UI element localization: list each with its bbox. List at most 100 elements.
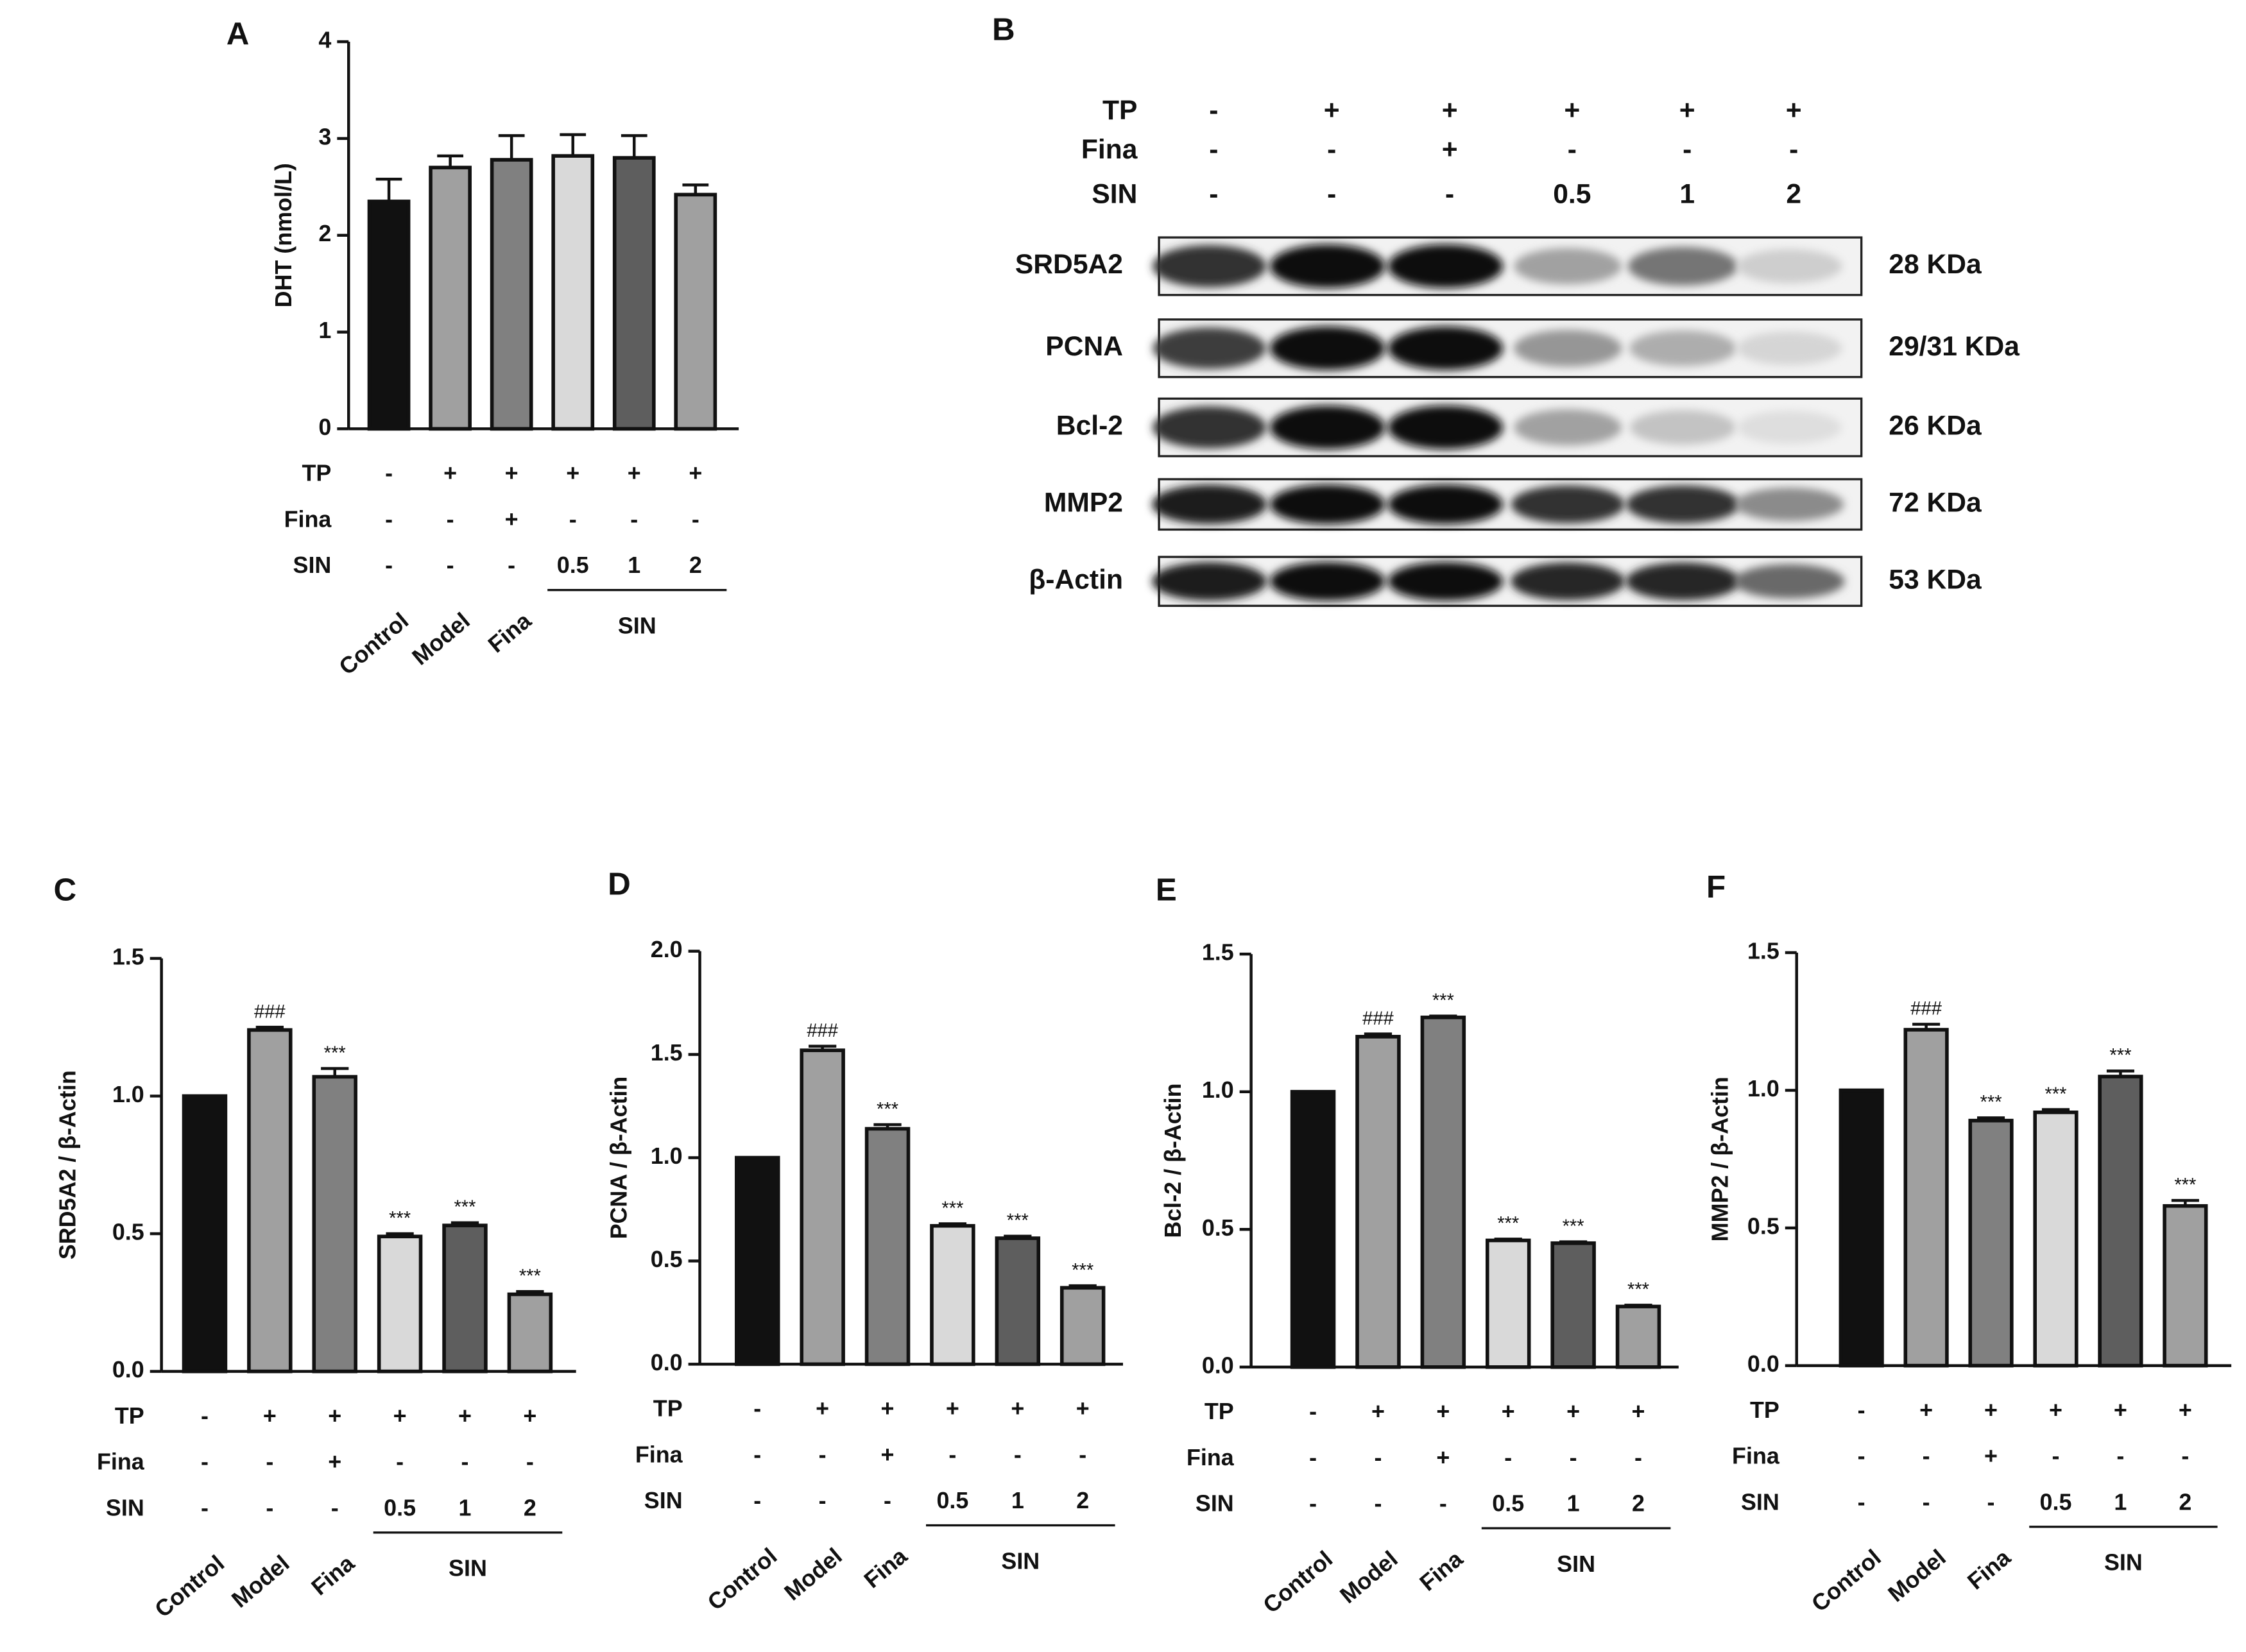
blot-band xyxy=(1387,405,1504,450)
y-tick-label: 3 xyxy=(318,124,331,149)
condition-value: - xyxy=(1858,1397,1865,1423)
y-tick-label: 0.5 xyxy=(112,1220,144,1245)
y-tick-label: 0.5 xyxy=(1747,1214,1779,1239)
condition-value: 1 xyxy=(1567,1491,1580,1517)
condition-value: 0.5 xyxy=(1553,178,1591,209)
condition-value: 0.5 xyxy=(557,552,589,578)
bar xyxy=(1355,1035,1401,1369)
category-label: Model xyxy=(780,1543,847,1605)
condition-value: + xyxy=(1324,95,1340,126)
bar xyxy=(182,1094,228,1374)
blot-band xyxy=(1734,564,1845,599)
category-label: Control xyxy=(150,1550,229,1622)
y-axis-label: DHT (nmol/L) xyxy=(271,163,296,307)
condition-value: - xyxy=(461,1449,469,1475)
condition-value: + xyxy=(505,506,519,532)
condition-value: - xyxy=(692,506,699,532)
blot-band xyxy=(1152,562,1267,601)
condition-value: - xyxy=(1445,178,1454,209)
condition-name: Fina xyxy=(1187,1445,1235,1470)
blot-band xyxy=(1514,248,1622,285)
y-tick-label: 4 xyxy=(318,28,331,53)
bar xyxy=(490,158,533,431)
blot-band xyxy=(1627,246,1738,286)
condition-value: - xyxy=(948,1442,956,1467)
y-tick-label: 1 xyxy=(318,318,331,343)
significance-label: *** xyxy=(1627,1280,1649,1300)
condition-value: + xyxy=(328,1403,341,1429)
blot-band xyxy=(1153,406,1266,448)
band-name: Bcl-2 xyxy=(1056,410,1123,441)
panel-label: C xyxy=(54,873,77,908)
condition-value: - xyxy=(753,1396,761,1422)
condition-value: - xyxy=(1634,1445,1642,1470)
significance-label: *** xyxy=(454,1197,476,1218)
blot-band xyxy=(1736,331,1842,366)
significance-label: *** xyxy=(1497,1214,1519,1234)
band-name: β-Actin xyxy=(1029,564,1123,595)
bar xyxy=(429,166,472,431)
y-tick-label: 1.5 xyxy=(651,1040,683,1066)
y-tick-label: 1.0 xyxy=(112,1082,144,1107)
bar xyxy=(1839,1088,1884,1368)
condition-value: + xyxy=(523,1403,536,1429)
condition-value: + xyxy=(1371,1399,1385,1424)
significance-label: ### xyxy=(1910,999,1942,1019)
condition-value: - xyxy=(819,1488,827,1513)
condition-value: - xyxy=(1789,134,1798,165)
y-tick-label: 0.5 xyxy=(651,1247,683,1272)
condition-value: - xyxy=(1858,1489,1865,1515)
condition-value: - xyxy=(2116,1443,2124,1469)
bar xyxy=(1968,1118,2014,1368)
bar xyxy=(1420,1016,1466,1369)
category-label: Model xyxy=(227,1550,294,1612)
significance-label: *** xyxy=(2045,1084,2066,1105)
blot-band xyxy=(1511,485,1625,524)
condition-value: - xyxy=(396,1449,404,1475)
bar xyxy=(1290,1089,1336,1369)
condition-value: 1 xyxy=(2114,1489,2127,1515)
blot-band xyxy=(1513,330,1622,367)
condition-value: + xyxy=(881,1396,895,1422)
y-tick-label: 2.0 xyxy=(651,937,683,962)
condition-value: + xyxy=(689,461,702,486)
blot-band xyxy=(1629,330,1736,366)
condition-value: - xyxy=(1327,134,1336,165)
condition-value: 1 xyxy=(628,552,640,578)
condition-value: - xyxy=(201,1403,209,1429)
band-name: PCNA xyxy=(1045,331,1123,362)
blot-band xyxy=(1269,484,1385,525)
panel-label: B xyxy=(992,12,1015,47)
condition-value: + xyxy=(1564,95,1580,126)
condition-value: - xyxy=(1209,95,1218,126)
condition-value: - xyxy=(1209,178,1218,209)
condition-value: - xyxy=(2181,1443,2189,1469)
blot-band xyxy=(1152,484,1267,524)
bar xyxy=(995,1236,1041,1367)
condition-value: - xyxy=(266,1449,273,1475)
blot-band xyxy=(1387,326,1504,370)
blot-band xyxy=(1387,244,1504,289)
condition-name: Fina xyxy=(97,1449,145,1475)
blot-band xyxy=(1269,405,1385,450)
category-label: Fina xyxy=(1962,1544,2016,1595)
group-label: SIN xyxy=(449,1556,487,1581)
band-size: 29/31 KDa xyxy=(1889,331,2019,362)
panel-label: F xyxy=(1706,869,1726,905)
condition-name: Fina xyxy=(635,1442,683,1467)
significance-label: ### xyxy=(254,1001,286,1022)
condition-value: 2 xyxy=(1786,178,1801,209)
condition-value: + xyxy=(1984,1443,1998,1469)
condition-value: + xyxy=(1786,95,1802,126)
blot-band xyxy=(1269,561,1385,601)
category-label: Model xyxy=(1335,1546,1403,1608)
category-label: Fina xyxy=(307,1550,360,1601)
significance-label: ### xyxy=(1362,1009,1394,1029)
condition-name: Fina xyxy=(1732,1443,1780,1469)
significance-label: *** xyxy=(1007,1211,1029,1231)
condition-value: - xyxy=(753,1488,761,1513)
condition-value: - xyxy=(1327,178,1336,209)
blot-band xyxy=(1511,562,1625,600)
condition-value: - xyxy=(630,506,638,532)
